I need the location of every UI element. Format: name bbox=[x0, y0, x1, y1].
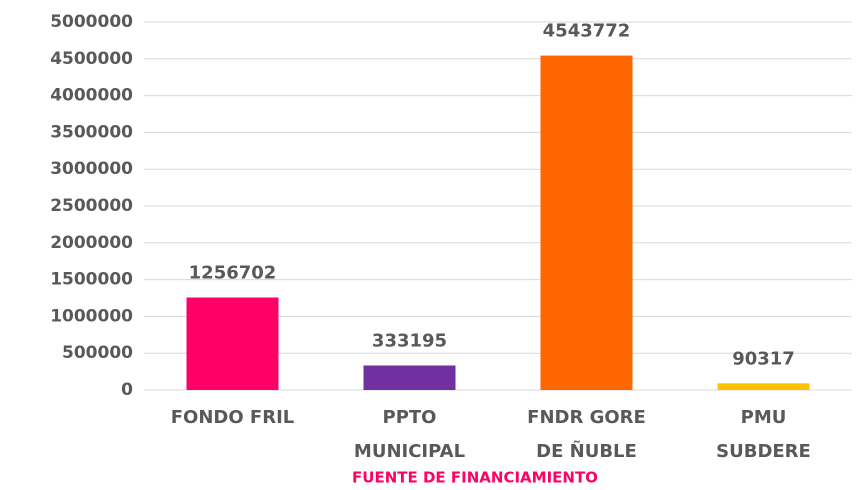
data-label: 1256702 bbox=[189, 263, 277, 284]
bar bbox=[717, 383, 810, 390]
y-tick-label: 2000000 bbox=[50, 233, 133, 253]
x-tick-label: DE ÑUBLE bbox=[536, 439, 637, 462]
data-label: 333195 bbox=[372, 330, 447, 351]
x-tick-label: FNDR GORE bbox=[527, 407, 646, 428]
x-tick-label: FONDO FRIL bbox=[171, 407, 295, 428]
y-tick-label: 500000 bbox=[62, 343, 133, 363]
y-tick-label: 5000000 bbox=[50, 12, 133, 32]
y-tick-label: 4000000 bbox=[50, 86, 133, 106]
y-tick-label: 0 bbox=[121, 380, 133, 400]
bar bbox=[363, 365, 456, 390]
bar bbox=[540, 55, 633, 391]
data-label: 4543772 bbox=[543, 21, 631, 42]
x-tick-label: MUNICIPAL bbox=[354, 441, 465, 462]
bar bbox=[186, 297, 279, 390]
data-label: 90317 bbox=[732, 348, 795, 369]
x-tick-label: SUBDERE bbox=[716, 441, 811, 462]
x-tick-label: PMU bbox=[741, 407, 787, 428]
y-tick-label: 3000000 bbox=[50, 159, 133, 179]
y-tick-label: 2500000 bbox=[50, 196, 133, 216]
y-tick-label: 4500000 bbox=[50, 49, 133, 69]
x-axis-label: FUENTE DE FINANCIAMIENTO bbox=[352, 469, 598, 487]
y-tick-label: 3500000 bbox=[50, 122, 133, 142]
x-tick-label: PPTO bbox=[383, 407, 437, 428]
y-tick-label: 1500000 bbox=[50, 270, 133, 290]
y-tick-label: 1000000 bbox=[50, 306, 133, 326]
